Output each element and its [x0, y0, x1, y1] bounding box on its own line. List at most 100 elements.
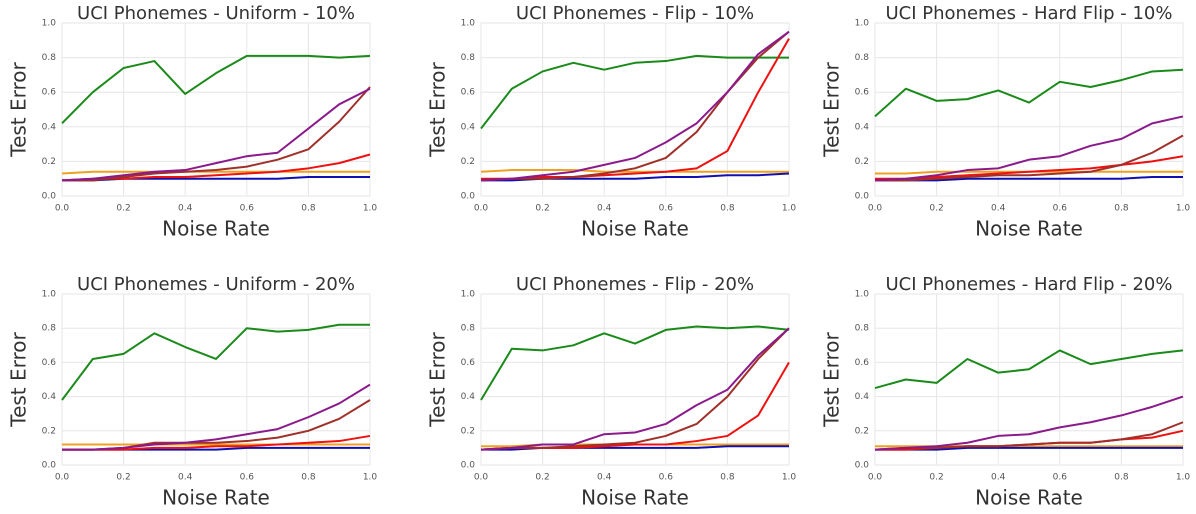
chart-title: UCI Phonemes - Uniform - 20% [77, 274, 355, 295]
y-tick-label: 0.0 [855, 192, 870, 202]
x-tick-label: 0.8 [301, 204, 316, 214]
y-tick-label: 0.6 [461, 88, 476, 98]
y-tick-label: 0.4 [461, 392, 476, 402]
x-tick-label: 0.0 [474, 473, 489, 483]
y-tick-label: 0.2 [461, 426, 475, 436]
y-tick-label: 0.4 [42, 122, 57, 132]
x-tick-label: 0.8 [1114, 204, 1129, 214]
x-tick-label: 0.4 [597, 204, 612, 214]
y-tick-label: 0.8 [42, 324, 57, 334]
x-axis-label: Noise Rate [581, 217, 689, 241]
y-axis-label: Test Error [7, 61, 31, 157]
x-tick-label: 0.2 [116, 473, 130, 483]
x-tick-label: 0.0 [474, 204, 489, 214]
x-tick-label: 0.8 [720, 204, 735, 214]
x-tick-label: 0.2 [929, 204, 943, 214]
series-line [62, 86, 371, 182]
series-line [61, 87, 371, 182]
x-tick-label: 0.8 [1114, 473, 1129, 483]
y-tick-label: 0.4 [855, 392, 870, 402]
y-tick-label: 1.0 [461, 19, 476, 29]
series-line [61, 170, 370, 175]
series-line [61, 323, 370, 401]
chart-title: UCI Phonemes - Flip - 20% [516, 274, 754, 295]
y-tick-label: 0.0 [461, 461, 476, 471]
y-tick-label: 0.2 [42, 157, 56, 167]
series-line [874, 421, 1184, 451]
x-axis-label: Noise Rate [975, 217, 1083, 241]
y-tick-label: 1.0 [855, 290, 870, 300]
x-tick-label: 0.6 [659, 473, 674, 483]
y-tick-label: 0.4 [855, 122, 870, 132]
x-tick-label: 1.0 [1176, 204, 1191, 214]
x-tick-label: 1.0 [363, 473, 378, 483]
series-line [874, 349, 1184, 390]
y-axis-label: Test Error [7, 331, 31, 427]
x-tick-label: 0.2 [929, 473, 943, 483]
series-line [62, 383, 371, 451]
y-tick-label: 0.0 [42, 461, 57, 471]
series-line [875, 155, 1184, 180]
y-axis-label: Test Error [820, 61, 844, 157]
y-tick-label: 0.0 [42, 192, 57, 202]
y-tick-label: 0.6 [461, 358, 476, 368]
series-line [480, 30, 790, 182]
x-tick-label: 0.2 [116, 204, 130, 214]
y-tick-label: 0.6 [855, 358, 870, 368]
x-axis-label: Noise Rate [162, 217, 270, 241]
chart-title: UCI Phonemes - Hard Flip - 20% [886, 274, 1173, 295]
chart-title: UCI Phonemes - Hard Flip - 10% [886, 3, 1173, 24]
x-tick-label: 1.0 [782, 473, 797, 483]
x-tick-label: 0.0 [868, 204, 883, 214]
y-tick-label: 0.2 [461, 157, 475, 167]
x-tick-label: 0.8 [301, 473, 316, 483]
series-line [480, 327, 790, 451]
chart-title: UCI Phonemes - Flip - 10% [516, 3, 754, 24]
x-tick-label: 0.4 [178, 473, 193, 483]
y-tick-label: 0.4 [42, 392, 57, 402]
y-tick-label: 1.0 [42, 290, 57, 300]
x-axis-label: Noise Rate [581, 486, 689, 510]
series-line [61, 54, 371, 125]
x-tick-label: 0.0 [868, 473, 883, 483]
y-tick-label: 0.2 [42, 426, 56, 436]
x-tick-label: 0.4 [991, 473, 1006, 483]
x-tick-label: 0.4 [178, 204, 193, 214]
x-axis-label: Noise Rate [975, 486, 1083, 510]
x-tick-label: 0.2 [535, 204, 549, 214]
x-tick-label: 0.6 [240, 473, 255, 483]
x-tick-label: 1.0 [1176, 473, 1191, 483]
series-line [62, 434, 371, 451]
x-tick-label: 0.0 [55, 473, 70, 483]
series-line [480, 361, 790, 451]
x-tick-label: 1.0 [363, 204, 378, 214]
y-axis-label: Test Error [820, 331, 844, 427]
x-axis-label: Noise Rate [162, 486, 270, 510]
x-tick-label: 0.6 [240, 204, 255, 214]
x-tick-label: 0.2 [535, 473, 549, 483]
x-tick-label: 0.8 [720, 473, 735, 483]
series-line [481, 38, 790, 180]
x-tick-label: 0.6 [1053, 473, 1068, 483]
series-line [480, 327, 790, 451]
series-line [480, 325, 790, 401]
y-tick-label: 1.0 [42, 19, 57, 29]
series-line [480, 169, 789, 173]
x-tick-label: 0.0 [55, 204, 70, 214]
x-tick-label: 0.6 [659, 204, 674, 214]
y-axis-label: Test Error [426, 61, 450, 157]
y-tick-label: 0.2 [855, 157, 869, 167]
series-line [875, 134, 1184, 182]
y-tick-label: 0.2 [855, 426, 869, 436]
y-tick-label: 0.0 [461, 192, 476, 202]
y-tick-label: 0.0 [855, 461, 870, 471]
y-tick-label: 0.8 [42, 53, 57, 63]
series-line [874, 395, 1184, 451]
chart-title: UCI Phonemes - Uniform - 10% [77, 3, 355, 24]
y-tick-label: 0.8 [461, 324, 476, 334]
y-tick-label: 1.0 [855, 19, 870, 29]
y-tick-label: 1.0 [461, 290, 476, 300]
series-line [875, 175, 1183, 182]
x-tick-label: 0.6 [1053, 204, 1068, 214]
y-tick-label: 0.4 [461, 122, 476, 132]
